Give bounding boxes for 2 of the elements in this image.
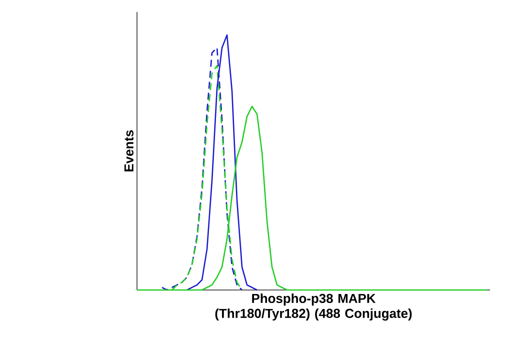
x-axis-title: Phospho-p38 MAPK (Thr180/Tyr182) (488 Conjugate)	[215, 294, 412, 321]
y-axis-title: Events	[124, 130, 134, 172]
